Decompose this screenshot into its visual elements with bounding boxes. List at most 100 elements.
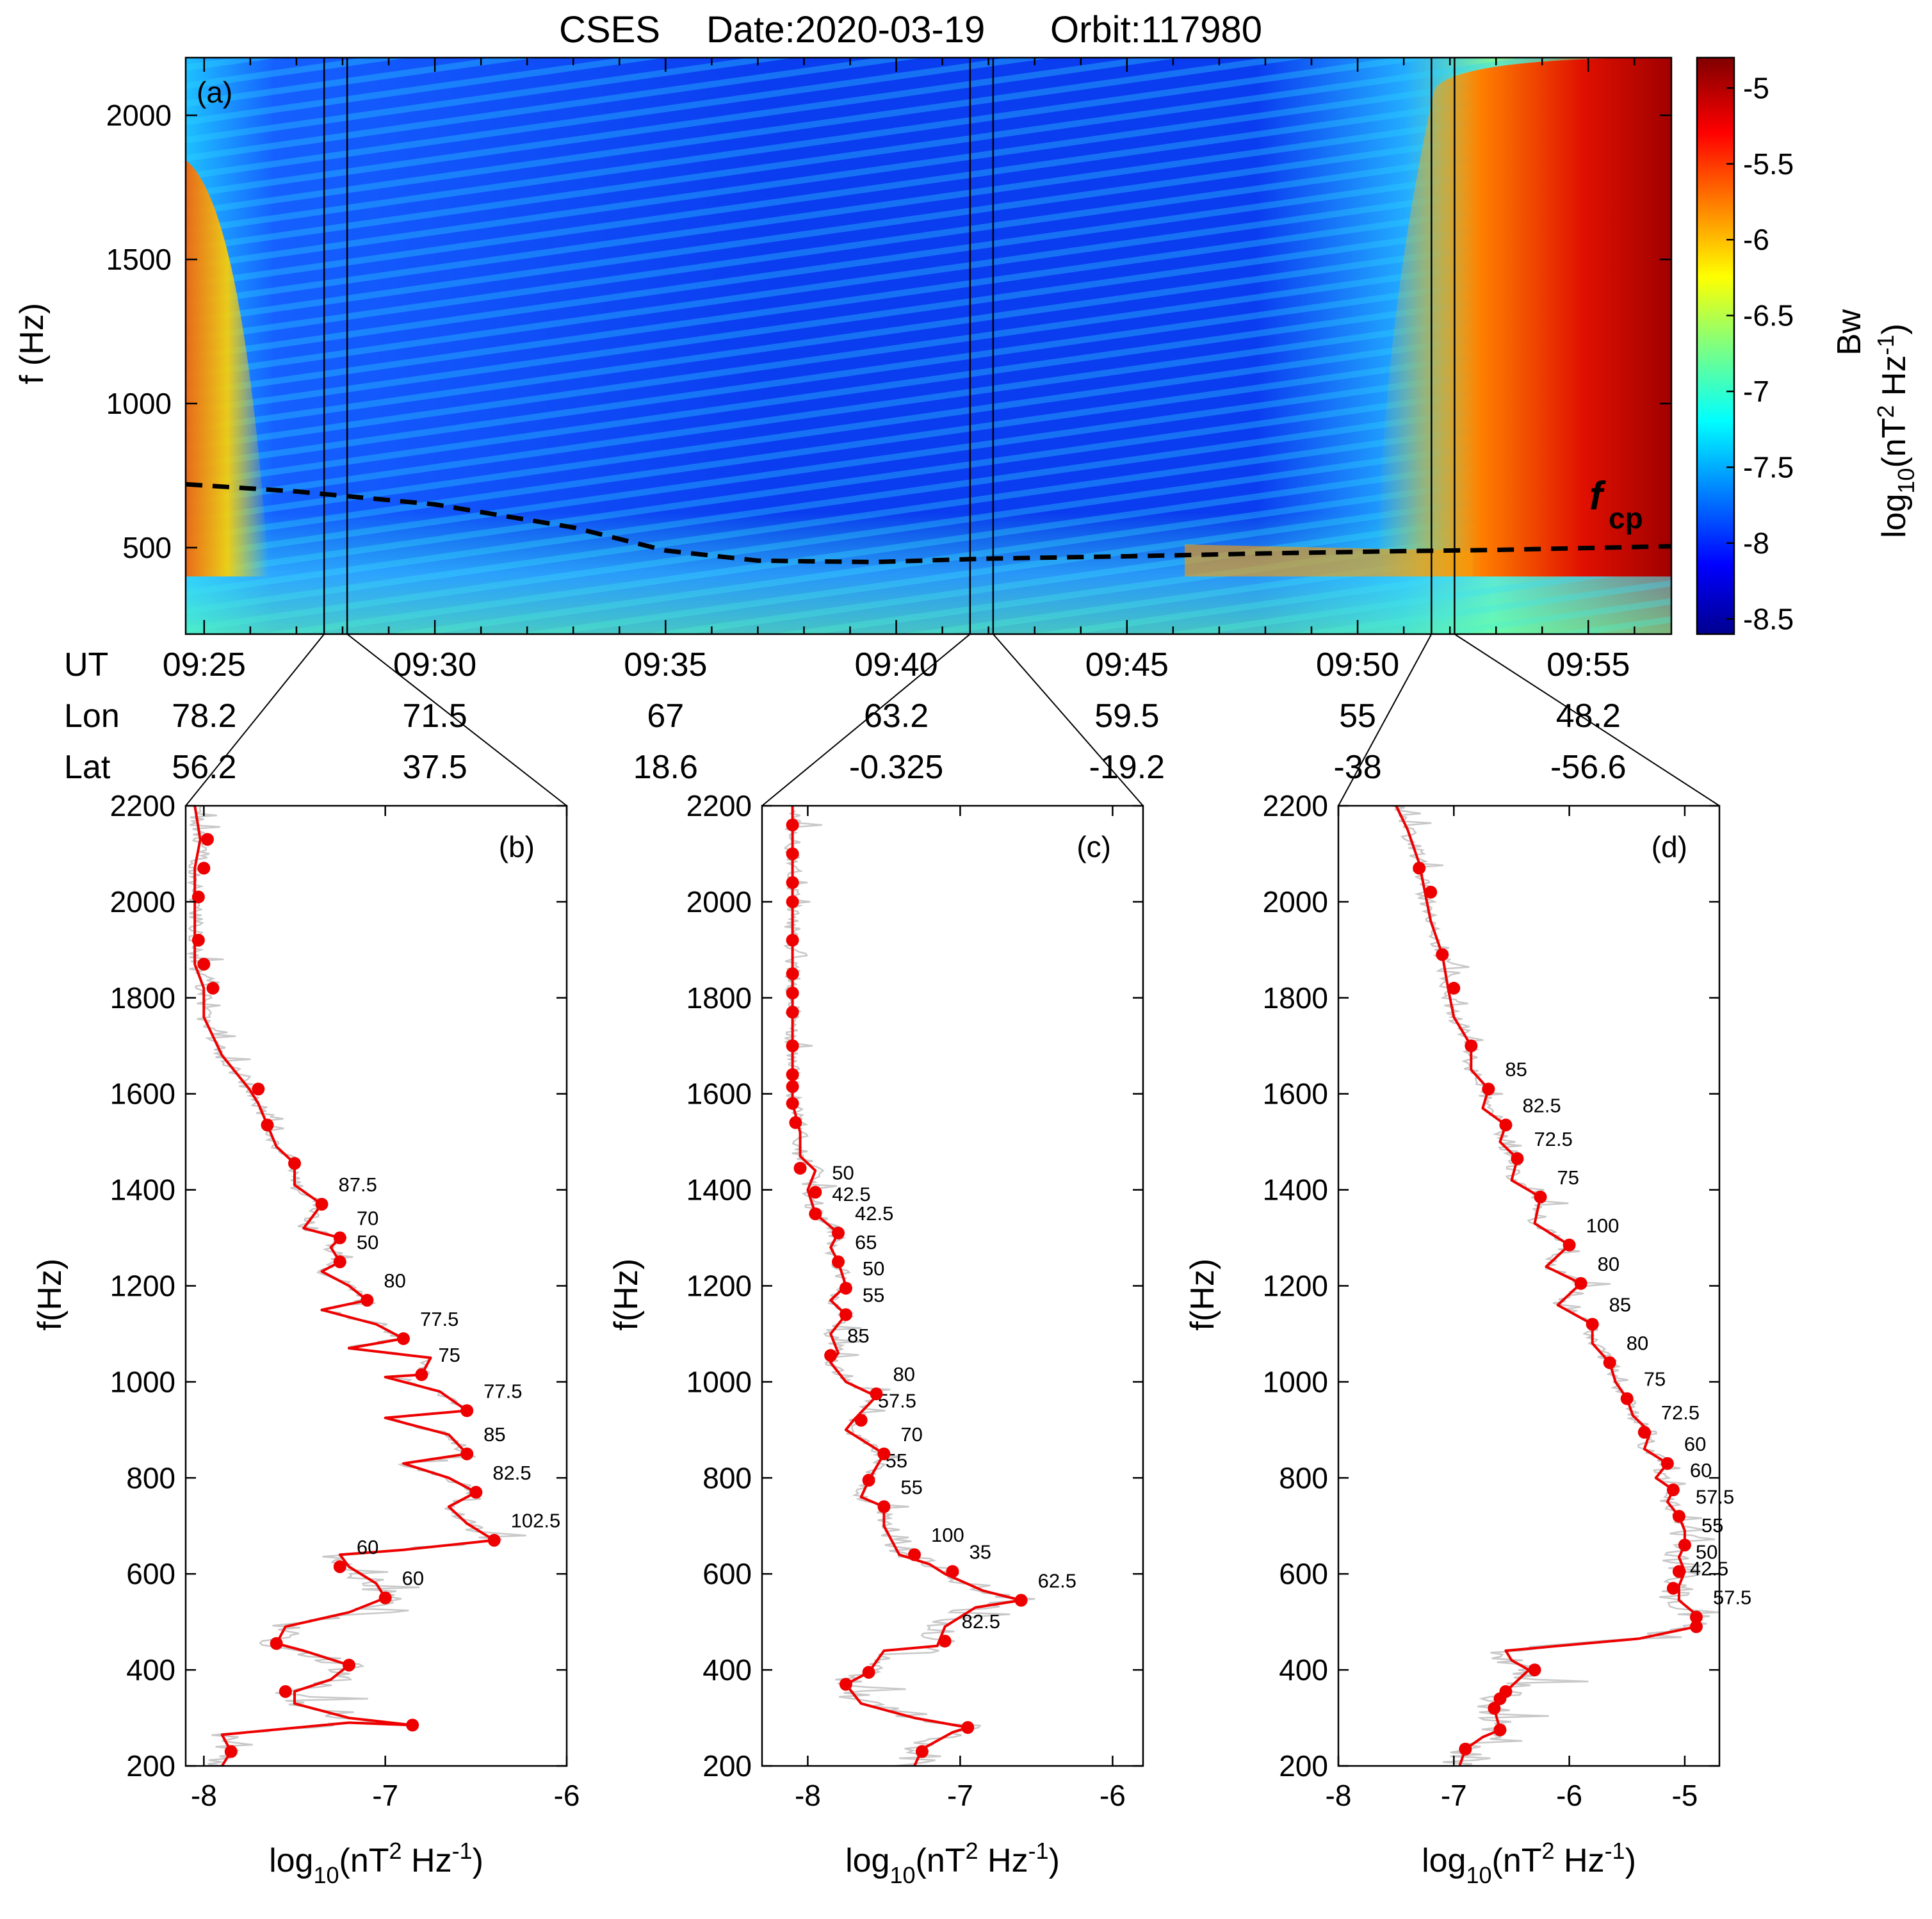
panel-d-peak-marker <box>1620 1392 1634 1405</box>
panel-b-peak-marker <box>487 1533 501 1547</box>
panel-b-x-tick-label: -7 <box>372 1779 398 1812</box>
panel-c-peak-marker <box>786 967 799 981</box>
connector-left <box>185 633 325 806</box>
panel-label-c: (c) <box>1076 830 1111 863</box>
panel-b-peak-marker <box>460 1447 474 1460</box>
panel-b-peak-marker <box>469 1485 483 1499</box>
orbit-rows: UT 09:25 09:30 09:35 09:40 09:45 09:50 09:55 Lon… <box>64 646 1630 786</box>
panel-d-y-tick-label: 1400 <box>1263 1173 1328 1207</box>
panel-c-y-tick-label: 200 <box>702 1749 752 1783</box>
row-value-ut: 09:40 <box>854 646 938 683</box>
panel-d-peak-marker <box>1534 1190 1547 1204</box>
panel-b-peak-marker <box>333 1560 346 1573</box>
panel-b-peak-label: 82.5 <box>492 1462 531 1484</box>
panel-b-peak-marker <box>315 1198 329 1211</box>
selection-lines <box>323 58 1456 634</box>
row-value-lon: 63.2 <box>864 698 929 735</box>
colorbar-units-sq: 2 <box>1872 405 1899 418</box>
panel-c-y-tick-label: 800 <box>702 1461 752 1494</box>
panel-d-peak-marker <box>1666 1483 1680 1497</box>
panel-d-peak-label: 82.5 <box>1522 1094 1561 1116</box>
panel-d-peak-marker <box>1511 1152 1524 1165</box>
colorbar-tick-label: -6 <box>1743 223 1769 256</box>
panel-c-x-label: log10(nT2 Hz-1) <box>845 1838 1060 1888</box>
connector-right <box>1454 633 1720 806</box>
panel-c-peak-marker <box>854 1414 868 1427</box>
row-label-lon: Lon <box>64 698 120 735</box>
panel-b-y-tick-label: 2200 <box>110 789 175 822</box>
panel-b-x-tick-label: -6 <box>554 1779 580 1812</box>
y-tick-label: 1000 <box>106 387 172 420</box>
y-tick-label: 2000 <box>106 99 172 132</box>
panel-b-peak-marker <box>206 981 220 995</box>
panel-c-peak-marker <box>786 876 799 889</box>
panel-c-peak-marker <box>809 1207 822 1221</box>
panel-d-peak-marker <box>1660 1457 1674 1470</box>
panel-b-peak-label: 77.5 <box>483 1380 522 1402</box>
panel-c-peak-marker <box>870 1387 883 1401</box>
panel-b-peak-marker <box>333 1231 346 1245</box>
panel-d-peak-label: 85 <box>1505 1058 1527 1081</box>
panel-d-peak-marker <box>1689 1610 1703 1624</box>
panel-d-peak-label: 80 <box>1627 1332 1648 1354</box>
panel-b-peak-marker <box>191 890 205 904</box>
panel-c-y-tick-label: 600 <box>702 1557 752 1590</box>
chart-title-date: Date:2020-03-19 <box>706 9 985 51</box>
panel-c-peak-label: 55 <box>900 1476 922 1498</box>
panel-d-peak-label: 42.5 <box>1690 1558 1728 1580</box>
panel-b-peak-label: 70 <box>357 1207 378 1230</box>
panel-c-peak-marker <box>809 1186 822 1199</box>
panel-b-y-tick-label: 1600 <box>110 1077 175 1111</box>
x-label-part: 2 <box>966 1838 978 1864</box>
x-label-part: Hz <box>402 1842 452 1879</box>
panel-b-peak-marker <box>460 1404 474 1417</box>
row-value-lon: 78.2 <box>172 698 236 735</box>
panel-b-y-tick-label: 1200 <box>110 1270 175 1303</box>
panel-d-raw-spectrum <box>1391 804 1720 1767</box>
x-label-part: ) <box>473 1842 483 1879</box>
x-label-part: 10 <box>313 1862 339 1888</box>
panel-d-peak-marker <box>1574 1277 1587 1290</box>
row-value-lon: 67 <box>647 698 684 735</box>
x-label-part: Hz <box>1555 1842 1605 1879</box>
panel-d-peak-marker <box>1413 862 1426 875</box>
x-label-part: 2 <box>1542 1838 1555 1864</box>
panel-label-d: (d) <box>1652 830 1687 863</box>
panel-b-peak-marker <box>279 1685 292 1698</box>
panel-b-y-tick-label: 1800 <box>110 981 175 1015</box>
panel-c-peak-marker <box>786 1080 799 1093</box>
panel-b-peak-marker <box>361 1293 374 1307</box>
panel-c-peak-label: 42.5 <box>832 1183 870 1205</box>
panel-b-y-tick-label: 1000 <box>110 1365 175 1398</box>
row-value-ut: 09:55 <box>1546 646 1630 683</box>
profile-panel-c: 82.562.53510055557057.5808555506542.542.… <box>608 789 1144 1888</box>
colorbar-units: log10(nT2 Hz-1) <box>1872 323 1919 538</box>
chart-title-instrument: CSES <box>559 9 660 51</box>
panel-c-y-tick-label: 1600 <box>686 1077 752 1111</box>
fcp-label-subscript: cp <box>1609 502 1643 535</box>
x-label-part: -1 <box>1028 1838 1049 1864</box>
panel-c-peak-marker <box>877 1500 891 1514</box>
x-label-part: log <box>269 1842 313 1879</box>
panel-d-peak-label: 57.5 <box>1696 1485 1734 1508</box>
panel-c-peak-marker <box>839 1282 852 1295</box>
row-value-lat: -38 <box>1333 749 1381 786</box>
panel-c-peak-marker <box>961 1721 975 1735</box>
panel-c-peak-marker <box>786 1068 799 1081</box>
panel-b-peak-label: 80 <box>384 1270 405 1292</box>
row-value-lat: -0.325 <box>849 749 943 786</box>
panel-b-y-tick-label: 600 <box>126 1557 175 1590</box>
panel-b-y-tick-label: 400 <box>126 1653 175 1686</box>
panel-c-peak-marker <box>832 1227 845 1240</box>
panel-b-peak-label: 75 <box>438 1344 460 1366</box>
spectrogram-y-ticks: 500 1000 1500 2000 <box>106 99 1671 564</box>
panel-c-y-tick-label: 400 <box>702 1653 752 1686</box>
x-label-part: (nT <box>916 1842 966 1879</box>
y-tick-label: 1500 <box>106 243 172 276</box>
panel-d-peak-marker <box>1459 1742 1472 1756</box>
panel-d-peak-marker <box>1689 1620 1703 1633</box>
profile-panel-d: 57.542.5505557.5606072.5758085801007572.… <box>1184 789 1751 1888</box>
row-value-ut: 09:45 <box>1085 646 1169 683</box>
panel-b-y-tick-label: 800 <box>126 1461 175 1494</box>
